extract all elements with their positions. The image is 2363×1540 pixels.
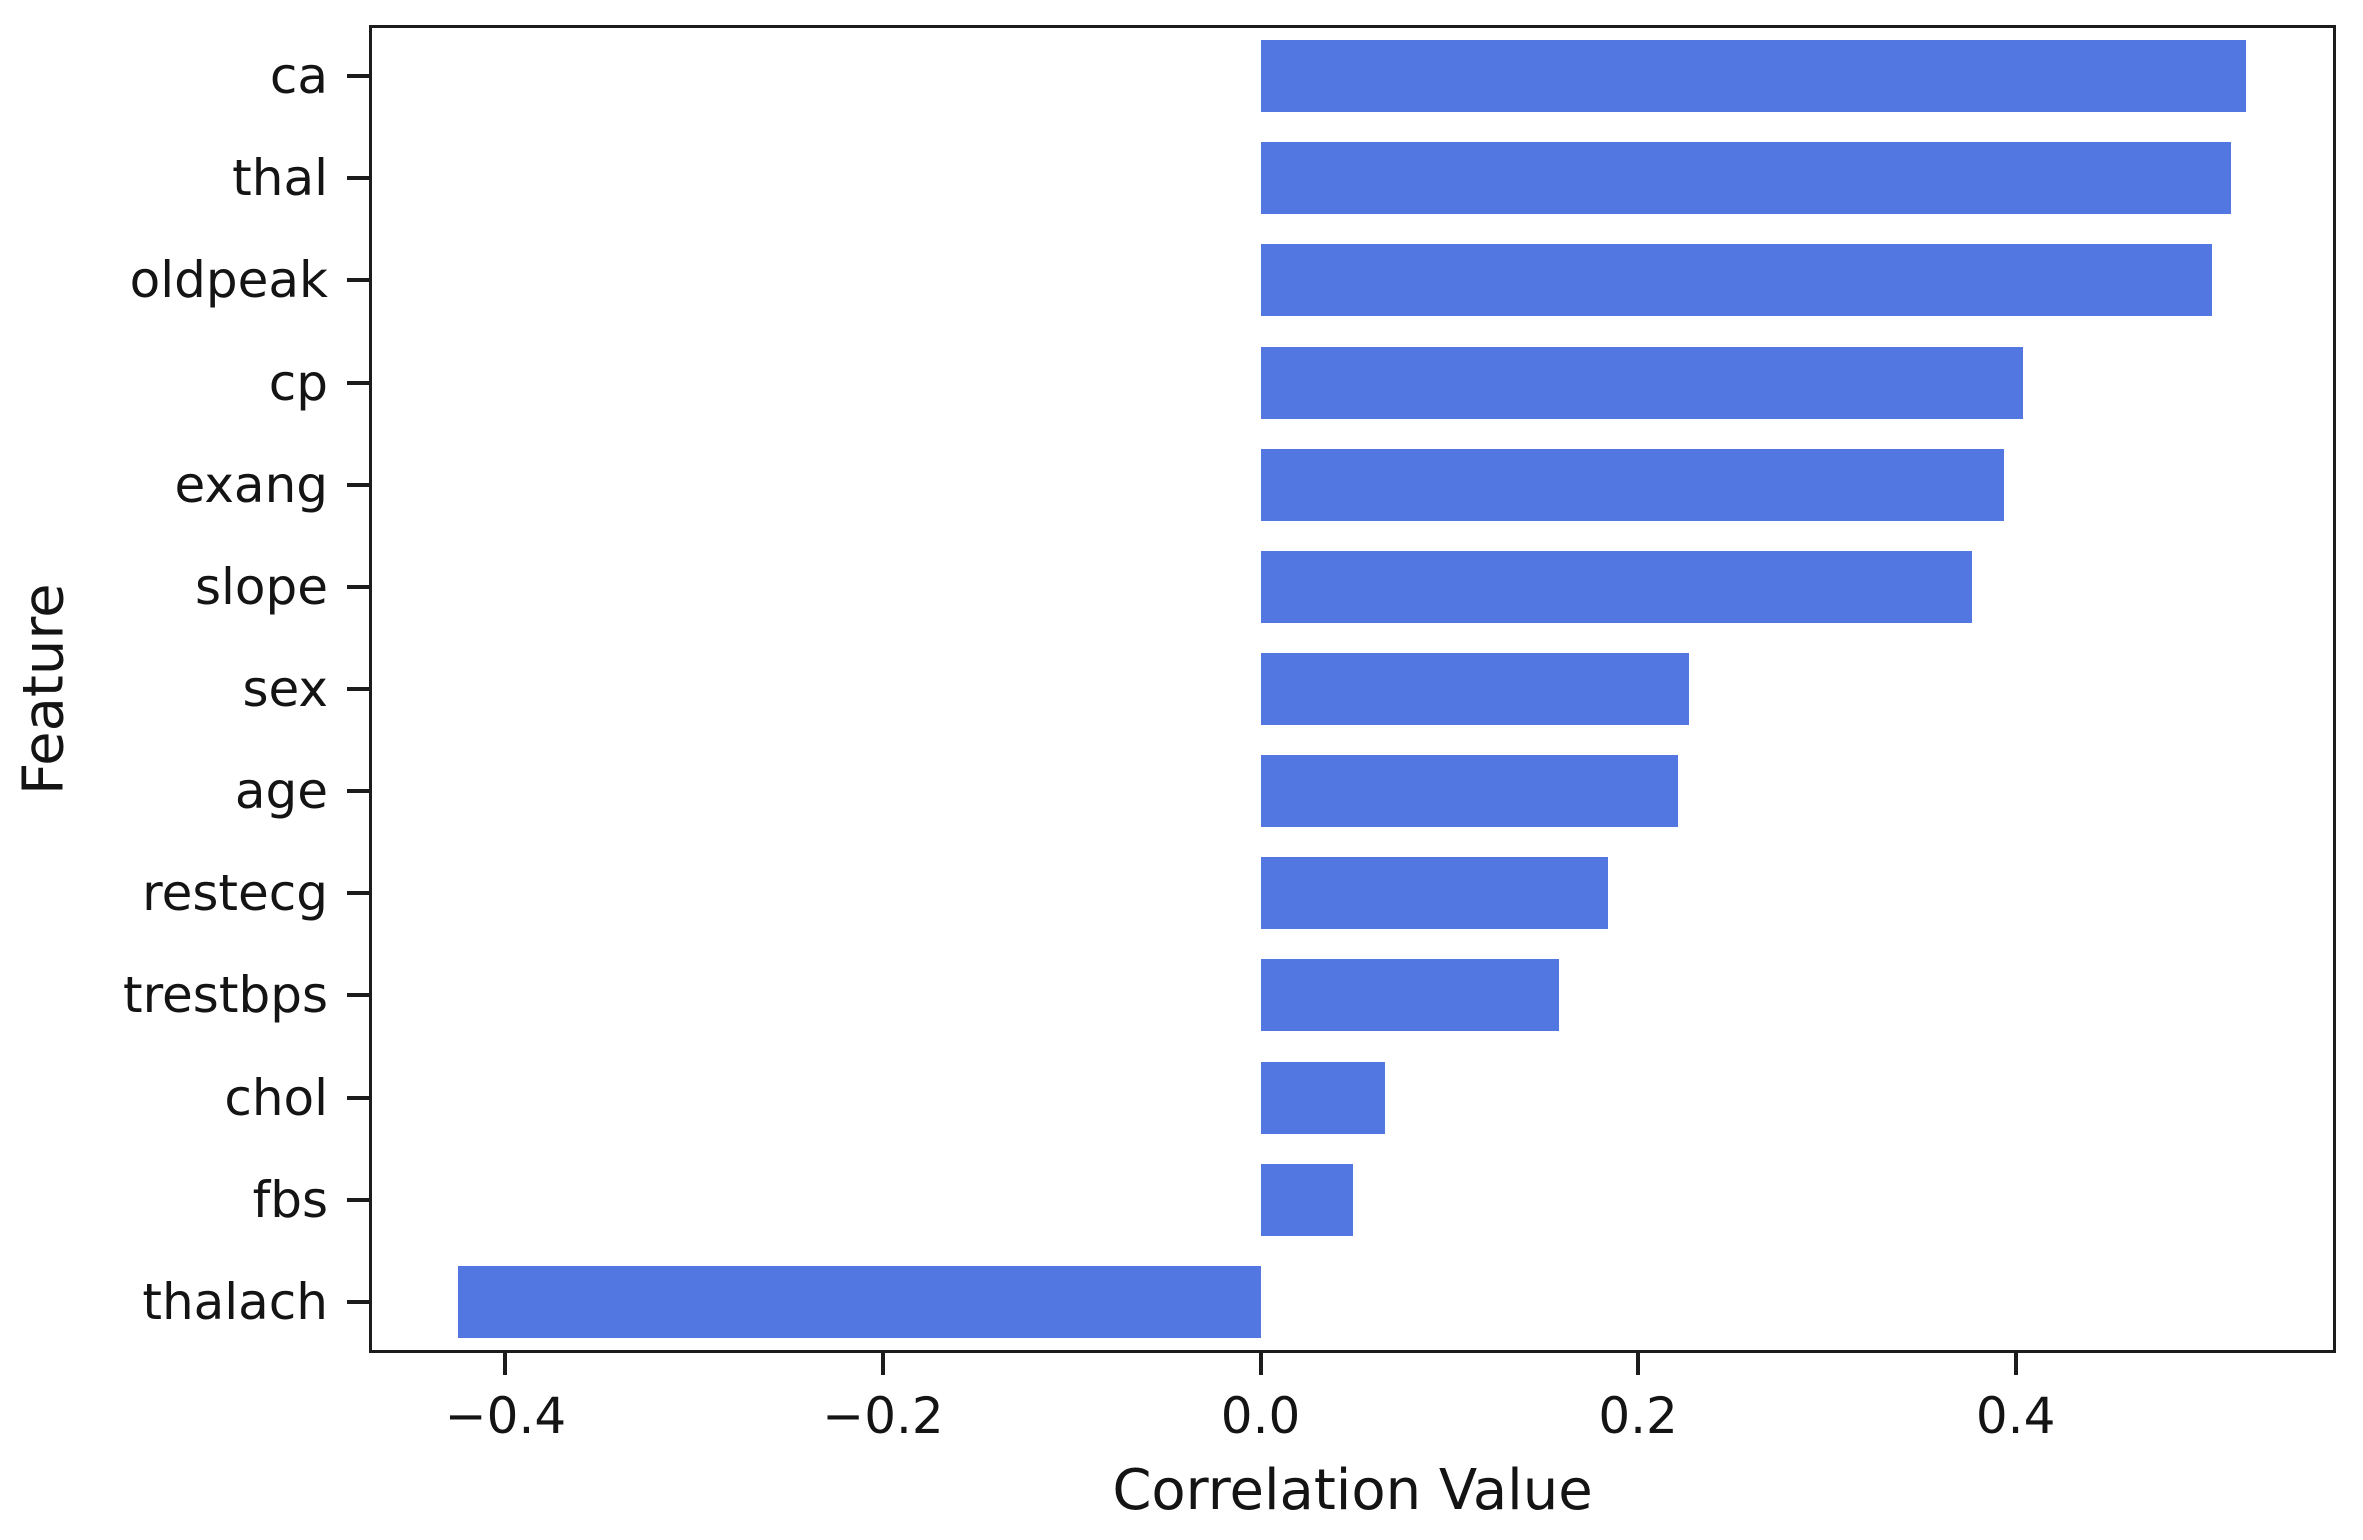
y-tick-ca <box>347 74 369 79</box>
ytick-label-oldpeak: oldpeak <box>129 251 328 310</box>
plot-area <box>369 25 2336 1353</box>
ytick-label-thal: thal <box>232 149 328 208</box>
xtick-label-−0.2: −0.2 <box>822 1387 944 1445</box>
bar-oldpeak <box>1260 244 2212 317</box>
xtick-label-−0.4: −0.4 <box>444 1387 567 1445</box>
bar-exang <box>1260 448 2005 521</box>
bar-ca <box>1260 40 2246 113</box>
y-tick-labels: ca thal oldpeak cp exang slope sex age restecg tr… <box>0 25 328 1353</box>
bar-cp <box>1260 346 2024 419</box>
x-tick-0.0 <box>1258 1353 1263 1375</box>
bar-age <box>1260 755 1678 828</box>
ytick-label-fbs: fbs <box>252 1170 328 1229</box>
bar-slope <box>1260 550 1973 623</box>
y-tick-thalach <box>347 1299 369 1304</box>
y-tick-cp <box>347 380 369 385</box>
x-tick-marks <box>369 1353 2336 1375</box>
ytick-label-thalach: thalach <box>142 1272 328 1331</box>
xtick-label-0.2: 0.2 <box>1598 1387 1678 1445</box>
bar-thal <box>1260 142 2231 215</box>
x-tick-labels: −0.4 −0.2 0.0 0.2 0.4 <box>369 1386 2336 1450</box>
x-tick-−0.2 <box>881 1353 886 1375</box>
y-tick-chol <box>347 1095 369 1100</box>
ytick-label-slope: slope <box>194 557 328 616</box>
ytick-label-cp: cp <box>268 353 328 412</box>
ytick-label-chol: chol <box>224 1068 328 1127</box>
y-tick-sex <box>347 687 369 691</box>
y-tick-exang <box>347 482 369 487</box>
ytick-label-sex: sex <box>242 660 328 718</box>
bar-trestbps <box>1260 959 1559 1032</box>
xtick-label-0.0: 0.0 <box>1220 1387 1301 1445</box>
y-tick-oldpeak <box>347 278 369 283</box>
x-axis-title: Correlation Value <box>1112 1458 1593 1523</box>
ytick-label-ca: ca <box>269 47 328 106</box>
ytick-label-age: age <box>234 762 328 821</box>
bar-thalach <box>458 1265 1261 1338</box>
bar-restecg <box>1260 857 1608 930</box>
bar-fbs <box>1260 1163 1354 1236</box>
bar-chol <box>1260 1061 1386 1134</box>
y-tick-thal <box>347 176 369 181</box>
y-tick-marks <box>347 25 369 1353</box>
x-tick-0.4 <box>2013 1353 2018 1375</box>
xtick-label-0.4: 0.4 <box>1975 1387 2056 1445</box>
y-tick-slope <box>347 584 369 589</box>
x-tick-0.2 <box>1636 1353 1641 1375</box>
y-tick-restecg <box>347 891 369 896</box>
ytick-label-restecg: restecg <box>142 864 328 923</box>
bar-sex <box>1260 653 1690 725</box>
y-tick-age <box>347 789 369 794</box>
x-tick-−0.4 <box>503 1353 508 1375</box>
y-tick-trestbps <box>347 993 369 998</box>
ytick-label-trestbps: trestbps <box>122 966 328 1025</box>
y-tick-fbs <box>347 1197 369 1202</box>
ytick-label-exang: exang <box>174 455 328 514</box>
